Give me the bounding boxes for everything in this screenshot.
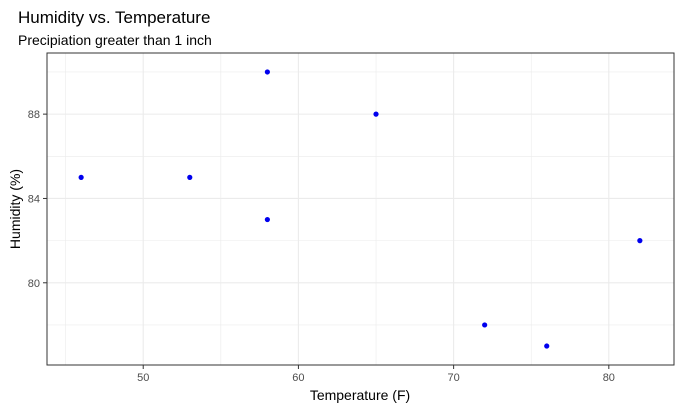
minor-gridlines: [47, 53, 674, 365]
y-axis-ticks: 80 84 88: [28, 109, 47, 290]
data-point: [482, 322, 488, 328]
y-tick-label: 84: [28, 193, 40, 205]
x-tick-label: 80: [603, 372, 615, 384]
data-point: [187, 174, 193, 180]
chart-subtitle: Precipiation greater than 1 inch: [18, 32, 212, 48]
y-tick-label: 80: [28, 278, 40, 290]
panel-border: [46, 52, 675, 366]
y-axis-title: Humidity (%): [7, 169, 23, 249]
chart-title: Humidity vs. Temperature: [18, 8, 210, 27]
data-point: [264, 69, 270, 75]
x-axis-title: Temperature (F): [310, 387, 410, 403]
data-point: [373, 111, 379, 117]
data-point: [637, 238, 643, 244]
x-axis-ticks: 50 60 70 80: [137, 365, 615, 384]
major-gridlines: [47, 53, 674, 365]
data-points: [78, 69, 643, 349]
data-point: [264, 216, 270, 223]
data-point: [78, 174, 84, 180]
x-tick-label: 50: [137, 372, 149, 384]
x-tick-label: 70: [447, 372, 459, 384]
y-tick-label: 88: [28, 109, 40, 121]
data-point: [544, 343, 550, 349]
x-tick-label: 60: [292, 372, 304, 384]
